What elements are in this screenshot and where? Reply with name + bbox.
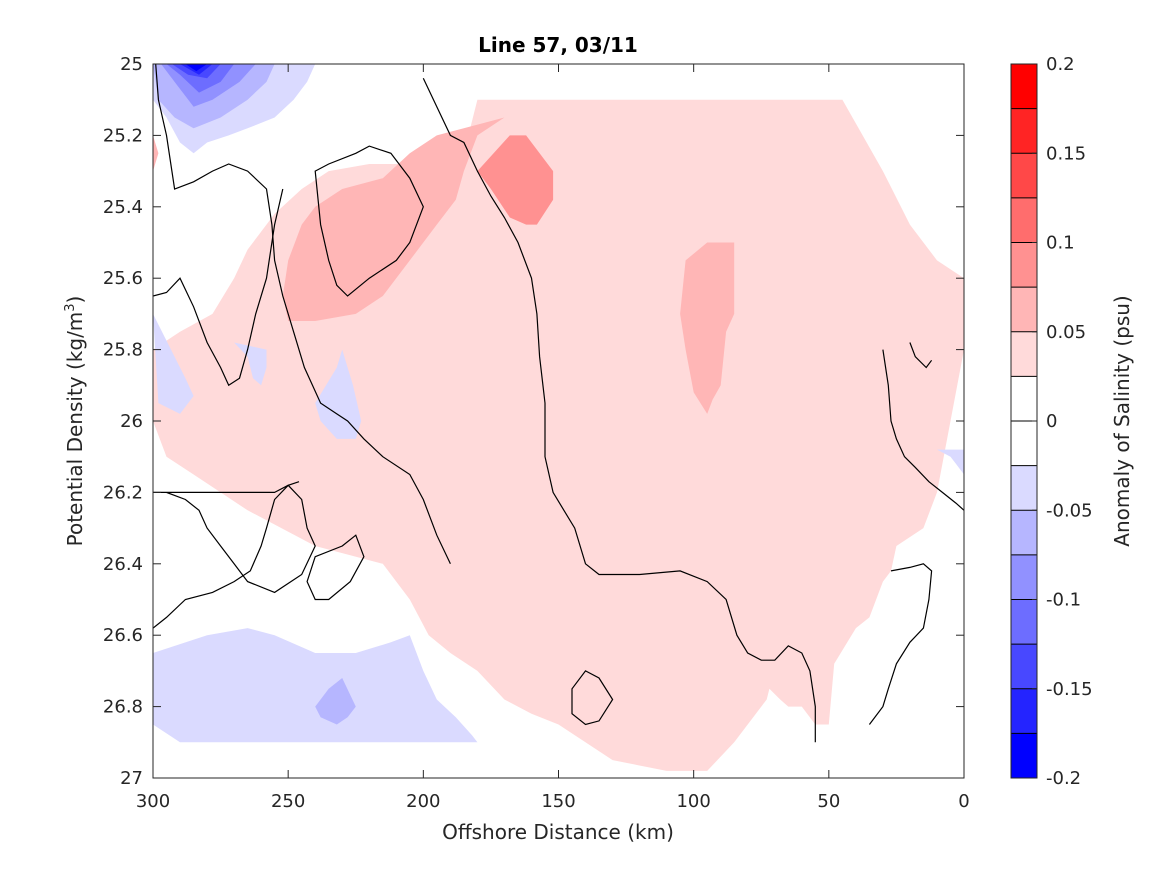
y-axis-ticks: 25 25.2 25.4 25.6 25.8 26 26.2 26.4 26.6 26.8 27 (103, 54, 964, 789)
colorbar-band (1011, 733, 1037, 779)
y-tick-label: 26.6 (103, 625, 143, 646)
x-tick-label: 50 (817, 791, 840, 812)
contour-region (612, 521, 645, 564)
contour-region (315, 678, 356, 725)
contour-region (185, 64, 208, 72)
y-tick-label: 26 (120, 411, 143, 432)
zero-contour-line (882, 349, 964, 511)
colorbar-tick-label: 0.1 (1046, 233, 1075, 254)
y-tick-label: 27 (120, 768, 143, 789)
contour-region (153, 628, 478, 743)
zero-contour-line (909, 342, 933, 369)
x-tick-label: 150 (541, 791, 575, 812)
colorbar-ticks: 0.2 0.15 0.1 0.05 0 -0.05 -0.1 -0.15 -0.2 (1032, 54, 1093, 789)
colorbar-tick-label: 0.15 (1046, 143, 1086, 164)
colorbar-tick-label: 0 (1046, 411, 1057, 432)
zero-contour-line (314, 145, 424, 297)
x-axis-title: Offshore Distance (km) (442, 820, 674, 844)
x-tick-label: 100 (676, 791, 710, 812)
colorbar-band (1011, 108, 1037, 154)
zero-contour-line (571, 670, 614, 726)
x-tick-label: 200 (406, 791, 440, 812)
zero-contour-line (153, 188, 284, 387)
y-tick-label: 25.8 (103, 340, 143, 361)
y-tick-label: 25.6 (103, 268, 143, 289)
zero-contour-line (153, 481, 300, 629)
colorbar-band (1011, 599, 1037, 645)
colorbar-band (1011, 197, 1037, 244)
contour-region (234, 342, 267, 386)
contour-region (477, 135, 554, 225)
y-axis-title-main: Potential Density (kg/m (63, 312, 87, 547)
x-tick-label: 300 (136, 791, 170, 812)
zero-contour-line (155, 64, 451, 565)
y-tick-label: 25.2 (103, 125, 143, 146)
colorbar-band (1011, 376, 1037, 422)
chart-title: Line 57, 03/11 (478, 33, 638, 57)
colorbar-band (1011, 510, 1037, 556)
zero-contour-line (306, 534, 365, 601)
y-tick-label: 26.4 (103, 554, 143, 575)
colorbar-band (1011, 287, 1037, 333)
colorbar (1011, 64, 1037, 779)
colorbar-band (1011, 688, 1037, 734)
colorbar-band (1011, 64, 1037, 110)
zero-contour-line (422, 78, 816, 743)
contour-region (282, 117, 505, 321)
colorbar-band (1011, 465, 1037, 511)
colorbar-tick-label: -0.2 (1046, 768, 1081, 789)
colorbar-band (1011, 242, 1037, 288)
y-axis-title: Potential Density (kg/m3) (63, 296, 87, 547)
colorbar-tick-label: -0.05 (1046, 500, 1093, 521)
contour-region (153, 135, 159, 243)
y-axis-title-close: ) (63, 296, 87, 304)
colorbar-tick-label: -0.1 (1046, 590, 1081, 611)
y-tick-label: 25.4 (103, 197, 143, 218)
y-tick-label: 26.8 (103, 697, 143, 718)
contour-region (315, 349, 362, 439)
x-tick-label: 250 (271, 791, 305, 812)
colorbar-tick-label: -0.15 (1046, 679, 1093, 700)
colorbar-band (1011, 644, 1037, 690)
filled-contour-regions (153, 64, 964, 771)
x-axis-ticks: 300 250 200 150 100 50 0 (136, 64, 970, 812)
colorbar-band (1011, 331, 1037, 377)
zero-contour-lines (153, 64, 964, 743)
zero-contour-line (153, 484, 316, 594)
colorbar-title: Anomaly of Salinity (psu) (1110, 295, 1134, 546)
y-tick-label: 25 (120, 54, 143, 75)
y-axis-title-superscript: 3 (63, 303, 78, 311)
contour-region (680, 242, 735, 414)
colorbar-tick-label: 0.05 (1046, 322, 1086, 343)
zero-contour-line (868, 563, 933, 725)
contour-region (153, 313, 194, 414)
contour-region (937, 449, 964, 475)
colorbar-band (1011, 421, 1037, 467)
x-tick-label: 0 (958, 791, 969, 812)
colorbar-band (1011, 153, 1037, 199)
colorbar-tick-label: 0.2 (1046, 54, 1075, 75)
colorbar-band (1011, 554, 1037, 601)
y-tick-label: 26.2 (103, 482, 143, 503)
